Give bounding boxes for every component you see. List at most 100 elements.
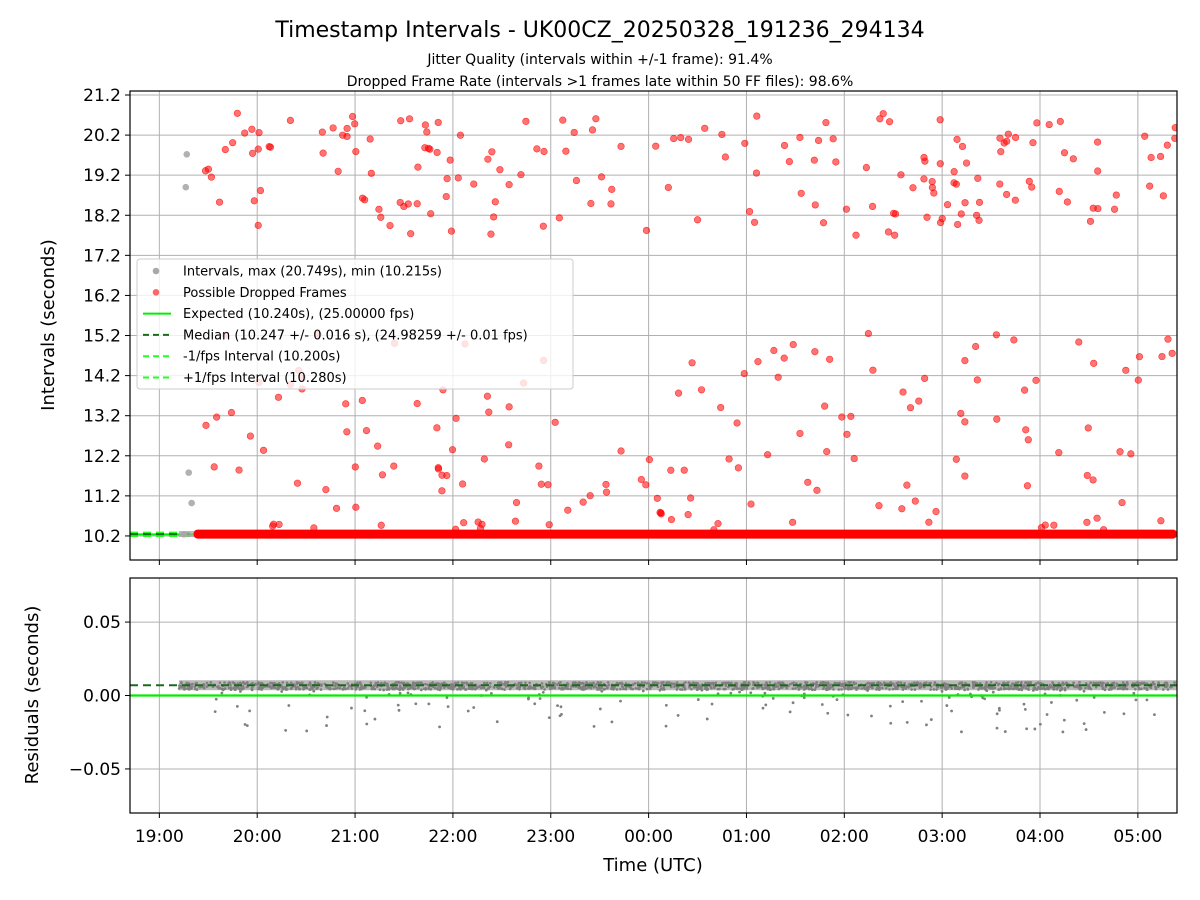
dropped-frame-point: [413, 399, 421, 408]
residual-point: [705, 717, 709, 721]
dropped-frame-point: [789, 340, 797, 349]
residual-point: [391, 687, 394, 690]
residual-point: [1122, 712, 1126, 716]
residual-point: [325, 715, 329, 719]
dropped-frame-point: [1135, 353, 1144, 361]
dropped-frame-point: [754, 358, 762, 366]
residual-point: [489, 691, 493, 695]
dropped-frame-point: [443, 472, 451, 480]
residual-point: [294, 686, 298, 689]
residual-point: [1100, 681, 1104, 685]
residual-point: [178, 684, 181, 687]
dropped-frame-point: [958, 142, 967, 151]
dropped-frame-point: [1158, 352, 1166, 361]
residual-point: [847, 681, 850, 684]
residual-point: [251, 681, 254, 685]
residual-point: [837, 688, 841, 691]
residual-point: [699, 685, 702, 688]
dropped-frame-point: [215, 198, 224, 206]
dropped-frame-point: [483, 392, 492, 400]
residual-point: [244, 682, 248, 685]
residual-point: [727, 681, 730, 685]
residual-point: [470, 686, 474, 689]
residual-point: [827, 683, 831, 687]
x-tick-label: 04:00: [1016, 827, 1065, 847]
residual-point: [1023, 707, 1027, 711]
residual-point: [1094, 685, 1098, 689]
dropped-frame-point: [973, 211, 981, 219]
residual-point: [539, 685, 543, 689]
y-axis-label-residuals: Residuals (seconds): [22, 606, 43, 785]
residual-point: [813, 688, 817, 692]
residual-point: [589, 686, 593, 690]
residual-point: [995, 681, 998, 685]
interval-point: [183, 151, 191, 158]
residual-point: [711, 681, 715, 685]
residual-point: [547, 680, 551, 684]
dropped-frame-point: [470, 180, 478, 188]
dropped-frame-point: [957, 409, 965, 418]
residual-point: [257, 687, 261, 691]
residual-point: [406, 687, 410, 691]
dropped-frame-point: [1146, 182, 1154, 190]
residual-point: [991, 690, 995, 694]
residual-point: [835, 698, 839, 702]
dropped-frame-point: [378, 471, 387, 479]
residual-point: [350, 687, 354, 690]
residual-point: [870, 714, 873, 718]
dropped-frame-point: [343, 428, 351, 436]
residual-point: [910, 688, 913, 691]
dropped-frame-point: [259, 446, 268, 454]
dropped-frame-point: [750, 218, 759, 226]
residual-point: [396, 703, 400, 707]
dropped-frame-point: [688, 359, 696, 367]
dropped-frame-point: [1171, 134, 1177, 142]
dropped-frame-point: [957, 210, 965, 218]
residual-point: [769, 688, 772, 692]
data-layer: [130, 109, 1177, 539]
residual-point: [553, 686, 557, 690]
dropped-frame-point: [570, 128, 578, 137]
dropped-frame-point: [911, 497, 919, 505]
residual-point: [636, 681, 640, 685]
dropped-frame-point: [452, 525, 460, 533]
residual-point: [1032, 686, 1036, 690]
residual-point: [610, 720, 614, 724]
residual-point: [560, 687, 563, 691]
dropped-frame-point: [322, 485, 330, 494]
residual-point: [1120, 687, 1124, 690]
dropped-frame-point: [537, 480, 545, 488]
residual-point: [659, 684, 663, 688]
residual-point: [738, 687, 741, 690]
residual-point: [751, 687, 754, 690]
legend-dropped-frames-label: Possible Dropped Frames: [183, 286, 347, 301]
residual-point: [688, 686, 691, 689]
dropped-frame-point: [684, 511, 692, 519]
residual-point: [436, 687, 439, 690]
residual-point: [814, 685, 818, 689]
dropped-frame-point: [1164, 335, 1172, 343]
dropped-frame-point: [448, 446, 457, 454]
residual-point: [827, 686, 831, 689]
dropped-frame-point: [852, 231, 860, 239]
dropped-frame-point: [876, 115, 884, 123]
residual-point: [466, 709, 470, 713]
residual-point: [736, 687, 739, 691]
residual-point: [1072, 681, 1075, 685]
residual-point: [566, 681, 569, 685]
residual-point: [721, 682, 724, 685]
dropped-frame-point: [1094, 167, 1102, 175]
residual-point: [960, 681, 964, 684]
residual-point: [533, 687, 537, 691]
residual-point: [1062, 718, 1066, 722]
residual-point: [1132, 691, 1136, 695]
residual-point: [662, 681, 665, 684]
residual-point: [852, 682, 856, 686]
dropped-frame-point: [884, 228, 893, 236]
residual-point: [993, 686, 997, 690]
dropped-frame-point: [407, 230, 415, 238]
residual-point: [312, 689, 316, 693]
residual-point: [1123, 685, 1127, 689]
residual-point: [605, 686, 609, 690]
residual-point: [186, 687, 190, 691]
